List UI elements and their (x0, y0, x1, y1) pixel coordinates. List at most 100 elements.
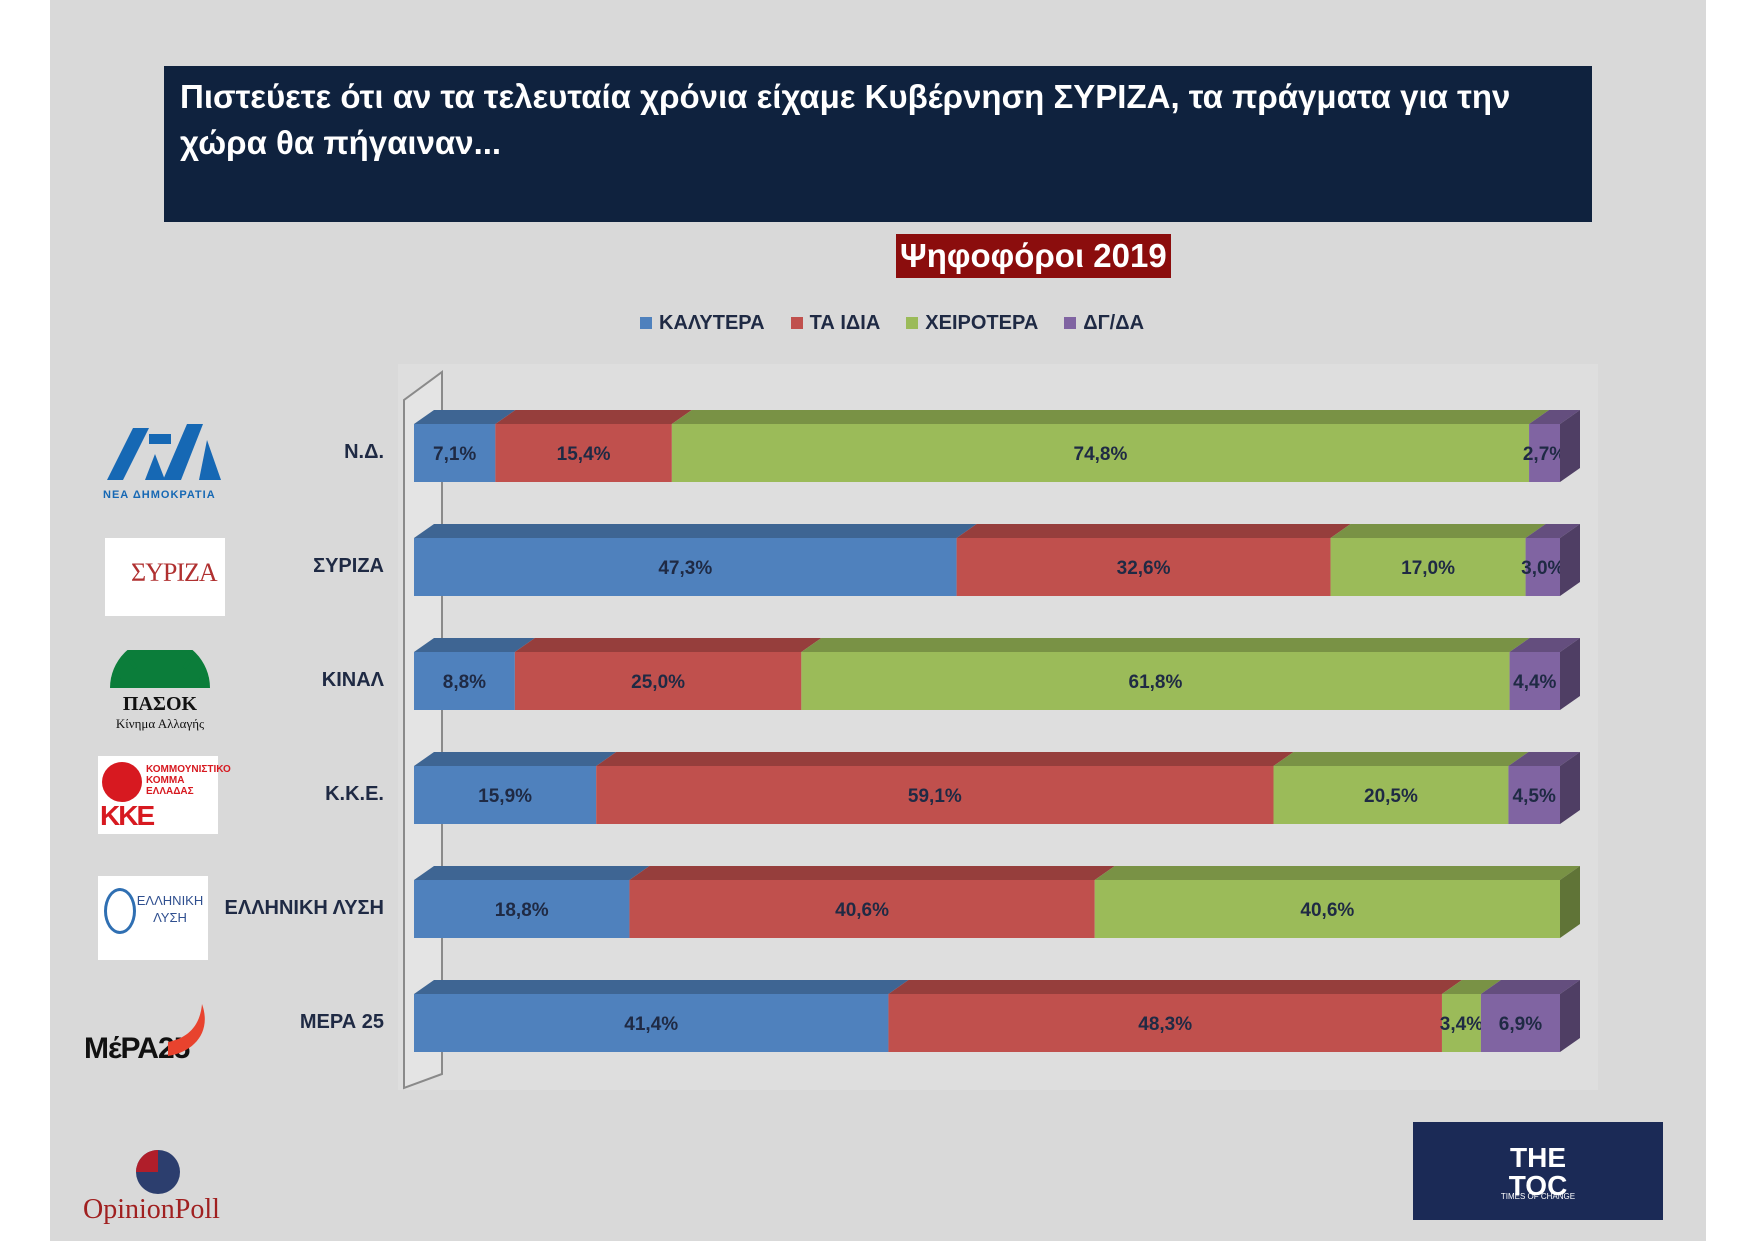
bar-2-2 (801, 652, 1510, 710)
syriza-logo-mark: ΣΥΡΙΖΑ (131, 558, 218, 587)
category-label: Κ.Κ.Ε. (325, 783, 384, 805)
bar-top-2-5 (1441, 980, 1501, 994)
the-toc-logo-subtext: TIMES OF CHANGE (1500, 1192, 1576, 1201)
bar-3-0 (1529, 424, 1560, 482)
bar-value-label: 40,6% (835, 900, 889, 921)
bar-2-4 (1094, 880, 1560, 938)
category-label: ΕΛΛΗΝΙΚΗ ΛΥΣΗ (224, 897, 384, 919)
bar-value-label: 15,4% (557, 444, 611, 465)
bar-3-3 (1508, 766, 1560, 824)
bar-1-5 (888, 994, 1442, 1052)
bar-value-label: 7,1% (433, 444, 476, 465)
bar-2-1 (1330, 538, 1526, 596)
bar-top-0-5 (414, 980, 909, 994)
sun-icon (110, 638, 210, 688)
bar-top-0-0 (414, 410, 516, 424)
opinion-poll-circle-icon (136, 1150, 180, 1194)
bar-0-1 (414, 538, 957, 596)
chart-question: Πιστεύετε ότι αν τα τελευταία χρόνια είχ… (180, 74, 1580, 166)
bar-1-2 (514, 652, 802, 710)
bar-value-label: 3,4% (1440, 1014, 1483, 1035)
category-label: Ν.Δ. (344, 441, 384, 463)
bar-top-2-3 (1273, 752, 1529, 766)
bar-side-0 (1560, 410, 1580, 482)
elliniki-lysi-logo-text: ΕΛΛΗΝΙΚΗ ΛΥΣΗ (136, 893, 204, 925)
opinion-poll-icon (130, 1144, 182, 1196)
bar-0-5 (414, 994, 889, 1052)
legend-label: ΚΑΛΥΤΕΡΑ (659, 311, 765, 334)
bar-value-label: 15,9% (478, 786, 532, 807)
bar-value-label: 48,3% (1138, 1014, 1192, 1035)
bar-top-0-1 (414, 524, 977, 538)
bar-value-label: 61,8% (1129, 672, 1183, 693)
compass-icon (104, 888, 136, 934)
bar-side-1 (1560, 524, 1580, 596)
bar-0-2 (414, 652, 515, 710)
bar-2-0 (671, 424, 1530, 482)
bar-top-0-2 (414, 638, 535, 652)
hammer-sickle-icon (102, 762, 142, 802)
bar-top-3-0 (1529, 410, 1580, 424)
bar-side-5 (1560, 980, 1580, 1052)
chart-legend: ΚΑΛΥΤΕΡΑ ΤΑ ΙΔΙΑ ΧΕΙΡΟΤΕΡΑ ΔΓ/ΔΑ (640, 310, 1170, 336)
bar-1-3 (596, 766, 1274, 824)
legend-item: ΚΑΛΥΤΕΡΑ (640, 312, 765, 335)
bar-value-label: 59,1% (908, 786, 962, 807)
bar-side-4 (1560, 866, 1580, 938)
chart-plot-area (398, 364, 1598, 1090)
legend-item: ΤΑ ΙΔΙΑ (790, 311, 881, 335)
bar-1-0 (495, 424, 672, 482)
bar-top-0-4 (414, 866, 650, 880)
bar-top-2-2 (801, 638, 1530, 652)
bar-value-label: 6,9% (1499, 1014, 1542, 1035)
legend-swatch (640, 317, 652, 329)
bar-top-1-0 (495, 410, 692, 424)
kke-logo-text: ΚΚΕ (100, 800, 155, 831)
mera25-logo: ΜέΡΑ25 (84, 1002, 214, 1072)
legend-label: ΔΓ/ΔΑ (1083, 311, 1145, 334)
nd-logo: ΝΕΑ ΔΗΜΟΚΡΑΤΙΑ (103, 414, 225, 501)
bar-value-label: 17,0% (1401, 558, 1455, 579)
bar-top-0-3 (414, 752, 617, 766)
opinion-poll-logo-text: OpinionPoll (83, 1194, 220, 1225)
pasok-logo-text: ΠΑΣΟΚ (122, 693, 198, 715)
swallow-icon (168, 1004, 205, 1056)
question-line-2: χώρα θα πήγαιναν... (180, 124, 502, 161)
the-toc-logo-text: THE TOC (1508, 1142, 1568, 1201)
category-label: ΚΙΝΑΛ (321, 669, 384, 691)
bar-2-3 (1273, 766, 1509, 824)
kke-logo-subtext: ΚΟΜΜΟΥΝΙΣΤΙΚΟ ΚΟΜΜΑ ΕΛΛΑΔΑΣ (146, 764, 231, 797)
pasok-logo: ΠΑΣΟΚ Κίνημα Αλλαγής (100, 638, 220, 731)
bar-top-1-4 (629, 866, 1115, 880)
bar-1-1 (956, 538, 1331, 596)
nd-logo-mark (107, 424, 221, 480)
bar-value-label: 2,7% (1523, 444, 1566, 465)
bar-3-1 (1525, 538, 1560, 596)
title-box: Πιστεύετε ότι αν τα τελευταία χρόνια είχ… (164, 66, 1592, 278)
bar-top-2-4 (1094, 866, 1580, 880)
bar-value-label: 20,5% (1364, 786, 1418, 807)
bar-value-label: 3,0% (1521, 558, 1564, 579)
bar-top-3-5 (1480, 980, 1580, 994)
bar-value-label: 4,4% (1513, 672, 1556, 693)
bar-top-1-5 (888, 980, 1462, 994)
legend-swatch (790, 317, 803, 329)
bar-value-label: 25,0% (631, 672, 685, 693)
chart-subtitle: Ψηφοφόροι 2019 (896, 234, 1171, 278)
elliniki-lysi-logo: ΕΛΛΗΝΙΚΗ ΛΥΣΗ (98, 876, 208, 960)
legend-item: ΧΕΙΡΟΤΕΡΑ (906, 312, 1038, 335)
kke-logo: ΚΚΕ ΚΟΜΜΟΥΝΙΣΤΙΚΟ ΚΟΜΜΑ ΕΛΛΑΔΑΣ (98, 756, 231, 834)
bar-top-3-3 (1508, 752, 1580, 766)
bar-top-1-1 (956, 524, 1351, 538)
the-toc-logo: THE TOC TIMES OF CHANGE (1413, 1122, 1663, 1220)
bar-top-2-1 (1330, 524, 1546, 538)
bar-3-2 (1509, 652, 1560, 710)
bar-top-1-3 (596, 752, 1294, 766)
legend-item: ΔΓ/ΔΑ (1064, 312, 1144, 335)
legend-label: ΤΑ ΙΔΙΑ (809, 311, 881, 334)
bar-3-5 (1480, 994, 1560, 1052)
bar-side-2 (1560, 638, 1580, 710)
bar-top-2-0 (671, 410, 1550, 424)
syriza-logo: ΣΥΡΙΖΑ (105, 538, 225, 616)
